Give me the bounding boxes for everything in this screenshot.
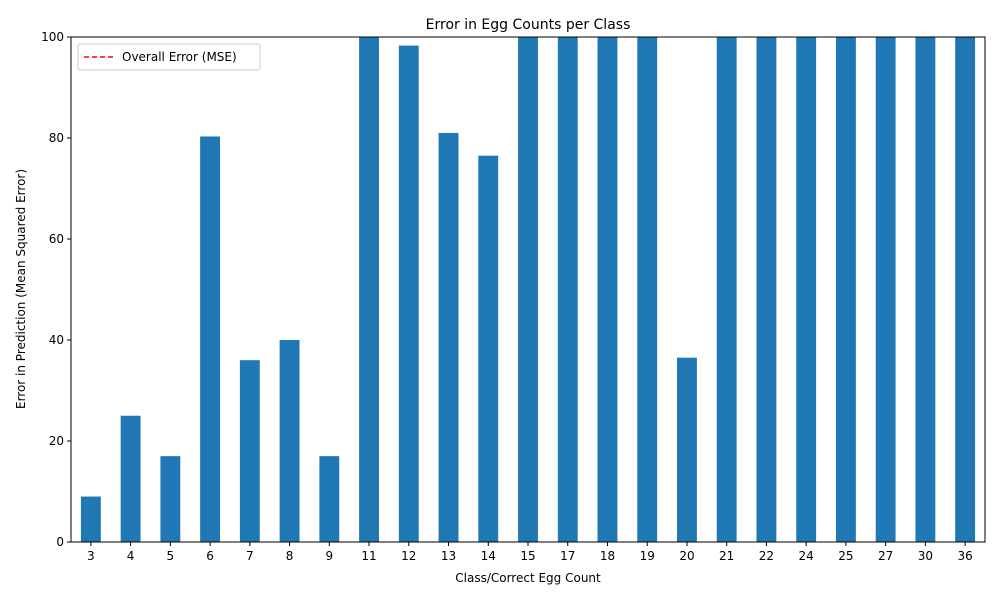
y-tick-label: 0 xyxy=(56,535,64,549)
x-tick-label: 6 xyxy=(206,549,214,563)
x-axis-label: Class/Correct Egg Count xyxy=(455,571,601,585)
y-axis-ticks: 0 20 40 60 80 100 xyxy=(41,30,71,549)
x-tick-label: 13 xyxy=(441,549,456,563)
x-tick-label: 9 xyxy=(325,549,333,563)
x-tick-label: 24 xyxy=(799,549,814,563)
chart-title: Error in Egg Counts per Class xyxy=(426,17,631,33)
legend: Overall Error (MSE) xyxy=(77,43,261,71)
bar-24 xyxy=(796,37,817,542)
x-tick-label: 20 xyxy=(679,549,694,563)
bar-20 xyxy=(677,357,697,542)
bar-22 xyxy=(756,37,777,542)
plot-frame xyxy=(70,36,986,543)
x-tick-label: 15 xyxy=(520,549,535,563)
bar-30 xyxy=(915,37,936,542)
x-tick-label: 11 xyxy=(361,549,376,563)
bar-3 xyxy=(80,496,101,542)
x-tick-label: 21 xyxy=(719,549,734,563)
y-axis-label: Error in Prediction (Mean Squared Error) xyxy=(14,169,28,409)
y-tick-label: 80 xyxy=(49,131,64,145)
x-tick-label: 22 xyxy=(759,549,774,563)
y-tick-label: 20 xyxy=(49,434,64,448)
y-tick-label: 40 xyxy=(49,333,64,347)
x-tick-label: 18 xyxy=(600,549,615,563)
bar-15 xyxy=(518,37,538,542)
x-tick-label: 17 xyxy=(560,549,575,563)
x-tick-label: 14 xyxy=(481,549,496,563)
bar-36 xyxy=(955,37,976,542)
x-tick-label: 19 xyxy=(640,549,655,563)
x-axis-ticks: 3 4 5 6 7 8 9 11 12 13 14 15 17 18 19 20 21 22 24 25 27 30 36 xyxy=(87,542,973,563)
bar-8 xyxy=(279,340,300,542)
x-tick-label: 7 xyxy=(246,549,254,563)
y-tick-label: 100 xyxy=(41,30,64,44)
x-tick-label: 5 xyxy=(167,549,175,563)
x-tick-label: 25 xyxy=(838,549,853,563)
bar-5 xyxy=(160,456,181,542)
x-tick-label: 8 xyxy=(286,549,294,563)
x-tick-label: 27 xyxy=(878,549,893,563)
bar-14 xyxy=(478,155,499,543)
bar-17 xyxy=(557,37,578,542)
bar-13 xyxy=(438,132,459,542)
bar-19 xyxy=(637,37,658,542)
bar-27 xyxy=(875,37,896,542)
x-tick-label: 36 xyxy=(957,549,972,563)
x-tick-label: 3 xyxy=(87,549,95,563)
bar-6 xyxy=(200,136,221,543)
y-tick-label: 60 xyxy=(49,232,64,246)
x-tick-label: 4 xyxy=(127,549,135,563)
bar-21 xyxy=(716,37,737,542)
x-tick-label: 12 xyxy=(401,549,416,563)
bar-18 xyxy=(597,37,618,542)
legend-label: Overall Error (MSE) xyxy=(122,50,237,64)
bar-7 xyxy=(239,360,260,542)
bars xyxy=(80,37,976,543)
bar-4 xyxy=(120,415,141,542)
bar-11 xyxy=(359,37,379,542)
bar-25 xyxy=(835,37,856,542)
legend-box xyxy=(77,43,261,71)
x-tick-label: 30 xyxy=(918,549,933,563)
bar-12 xyxy=(398,45,419,543)
bar-9 xyxy=(319,456,340,542)
